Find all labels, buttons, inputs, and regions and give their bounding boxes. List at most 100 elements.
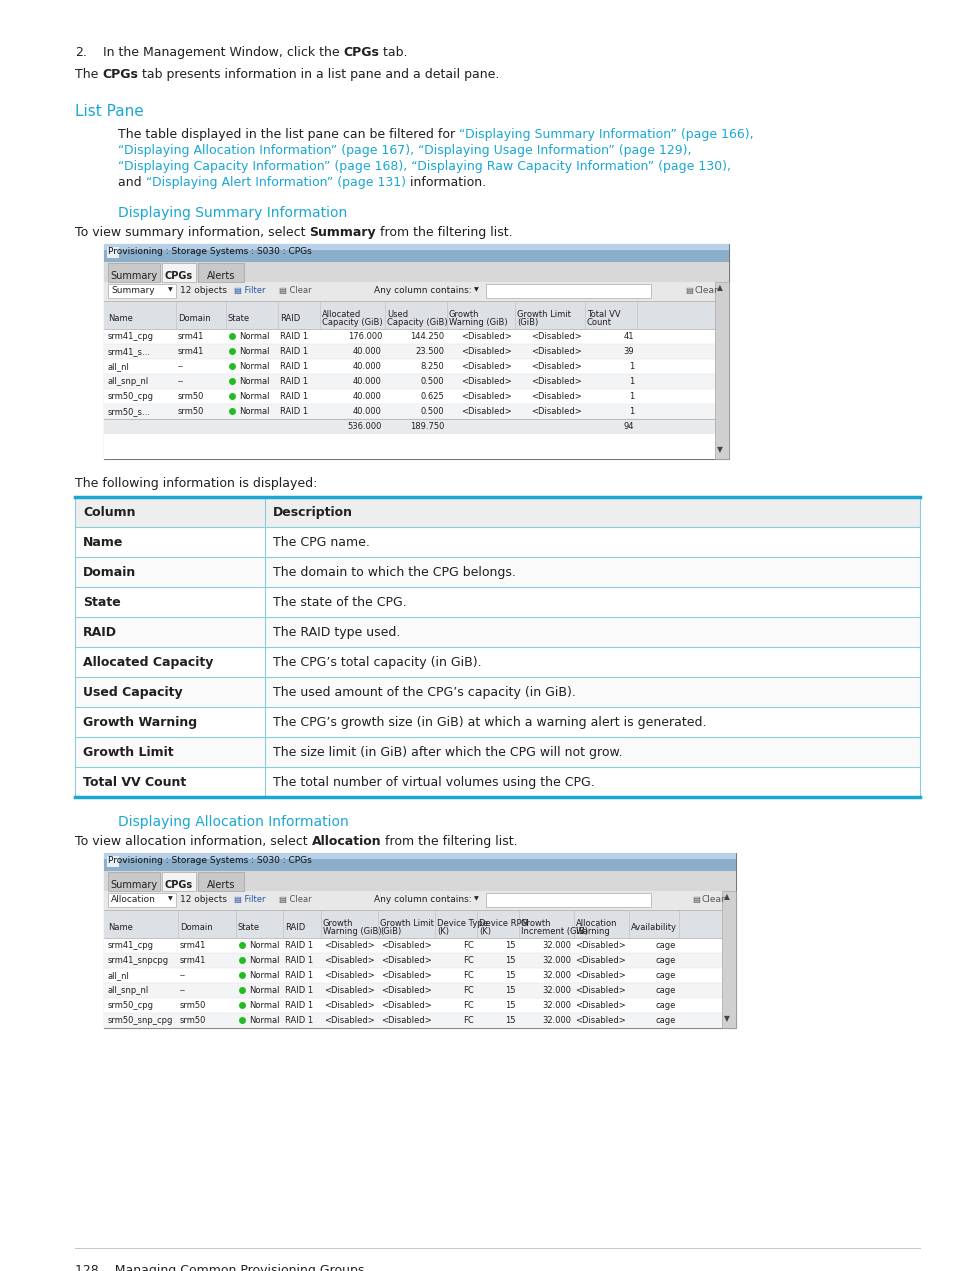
Text: ▤ Filter: ▤ Filter (233, 286, 265, 295)
Text: srm41_cpg: srm41_cpg (108, 941, 153, 949)
Text: 144.250: 144.250 (410, 332, 443, 341)
Bar (104, 871, 735, 891)
Text: --: -- (178, 362, 184, 371)
Text: RAID 1: RAID 1 (285, 986, 313, 995)
Text: 1: 1 (628, 391, 634, 400)
Text: RAID 1: RAID 1 (285, 941, 313, 949)
Text: ▼: ▼ (474, 287, 478, 292)
Text: ▤: ▤ (691, 895, 700, 904)
Text: 536.000: 536.000 (347, 422, 381, 431)
Text: 32.000: 32.000 (541, 956, 571, 965)
Text: ▼: ▼ (474, 896, 478, 901)
Text: FC: FC (463, 1002, 474, 1010)
Text: 32.000: 32.000 (541, 1002, 571, 1010)
Text: The CPG’s total capacity (in GiB).: The CPG’s total capacity (in GiB). (273, 656, 481, 669)
Text: The size limit (in GiB) after which the CPG will not grow.: The size limit (in GiB) after which the … (273, 746, 622, 759)
Text: <Disabled>: <Disabled> (575, 956, 625, 965)
Text: srm41: srm41 (178, 347, 204, 356)
Text: State: State (237, 923, 260, 932)
Text: The following information is displayed:: The following information is displayed: (75, 477, 317, 491)
Text: RAID 1: RAID 1 (280, 377, 308, 386)
Text: Used Capacity: Used Capacity (83, 686, 182, 699)
Text: 12 objects: 12 objects (180, 895, 227, 904)
Text: 1: 1 (628, 362, 634, 371)
Text: all_snp_nl: all_snp_nl (108, 986, 149, 995)
Bar (107, 855, 119, 867)
Bar (75, 497, 919, 527)
Text: Normal: Normal (249, 971, 279, 980)
Text: <Disabled>: <Disabled> (381, 941, 432, 949)
Bar (198, 263, 244, 282)
Text: Warning (GiB): Warning (GiB) (449, 318, 507, 327)
Text: 12 objects: 12 objects (180, 286, 227, 295)
Text: Allocation: Allocation (111, 895, 155, 904)
Text: 15: 15 (505, 1016, 516, 1024)
Text: from the filtering list.: from the filtering list. (381, 835, 517, 848)
Text: RAID 1: RAID 1 (280, 407, 308, 416)
Text: Alerts: Alerts (207, 271, 235, 281)
Text: 0.625: 0.625 (420, 391, 443, 400)
Text: cage: cage (655, 1002, 676, 1010)
Text: Provisioning : Storage Systems : S030 : CPGs: Provisioning : Storage Systems : S030 : … (108, 855, 312, 866)
Text: The CPG’s growth size (in GiB) at which a warning alert is generated.: The CPG’s growth size (in GiB) at which … (273, 716, 706, 730)
Text: 32.000: 32.000 (541, 941, 571, 949)
Text: 15: 15 (505, 941, 516, 949)
Text: Allocation: Allocation (312, 835, 381, 848)
Bar (75, 707, 919, 737)
Text: The domain to which the CPG belongs.: The domain to which the CPG belongs. (273, 566, 516, 580)
Text: Any column contains:: Any column contains: (374, 895, 471, 904)
Bar (104, 853, 735, 871)
Text: ▼: ▼ (723, 1014, 729, 1023)
Text: Normal: Normal (249, 956, 279, 965)
Text: cage: cage (655, 971, 676, 980)
Text: (GiB): (GiB) (517, 318, 537, 327)
Text: RAID 1: RAID 1 (280, 332, 308, 341)
Text: ▤: ▤ (684, 286, 692, 295)
Text: srm50: srm50 (178, 407, 204, 416)
Text: cage: cage (655, 956, 676, 965)
Text: <Disabled>: <Disabled> (381, 956, 432, 965)
Text: The: The (75, 69, 102, 81)
Text: 1: 1 (628, 407, 634, 416)
Text: srm41: srm41 (180, 956, 206, 965)
Text: ▲: ▲ (723, 892, 729, 901)
Bar (75, 587, 919, 616)
Bar (104, 969, 721, 982)
Bar (104, 344, 714, 358)
Text: FC: FC (463, 956, 474, 965)
Bar (104, 244, 728, 262)
Bar (108, 894, 175, 907)
Text: The used amount of the CPG’s capacity (in GiB).: The used amount of the CPG’s capacity (i… (273, 686, 576, 699)
Text: all_snp_nl: all_snp_nl (108, 377, 149, 386)
Text: 15: 15 (505, 986, 516, 995)
Bar (104, 853, 735, 1028)
Text: ▼: ▼ (168, 896, 172, 901)
Text: Name: Name (108, 923, 132, 932)
Bar (75, 616, 919, 647)
Text: srm41: srm41 (180, 941, 206, 949)
Text: The total number of virtual volumes using the CPG.: The total number of virtual volumes usin… (273, 777, 594, 789)
Text: FC: FC (463, 986, 474, 995)
Text: RAID 1: RAID 1 (280, 362, 308, 371)
Text: Normal: Normal (249, 986, 279, 995)
Text: srm50_s...: srm50_s... (108, 407, 151, 416)
Text: Any column contains:: Any column contains: (374, 286, 471, 295)
Text: <Disabled>: <Disabled> (324, 971, 375, 980)
Text: cage: cage (655, 986, 676, 995)
Bar (485, 283, 650, 297)
Text: cage: cage (655, 1016, 676, 1024)
Text: CPGs: CPGs (343, 46, 379, 58)
Text: ▲: ▲ (717, 283, 722, 292)
Text: <Disabled>: <Disabled> (460, 407, 512, 416)
Text: CPGs: CPGs (165, 271, 193, 281)
Text: Displaying Summary Information: Displaying Summary Information (118, 206, 347, 220)
Text: Allocated Capacity: Allocated Capacity (83, 656, 213, 669)
Text: Capacity (GiB): Capacity (GiB) (322, 318, 382, 327)
Text: <Disabled>: <Disabled> (575, 1002, 625, 1010)
Bar (104, 953, 721, 969)
Text: Domain: Domain (83, 566, 136, 580)
Text: <Disabled>: <Disabled> (460, 391, 512, 400)
Text: The RAID type used.: The RAID type used. (273, 627, 400, 639)
Text: RAID 1: RAID 1 (280, 391, 308, 400)
Text: Provisioning : Storage Systems : S030 : CPGs: Provisioning : Storage Systems : S030 : … (108, 247, 312, 255)
